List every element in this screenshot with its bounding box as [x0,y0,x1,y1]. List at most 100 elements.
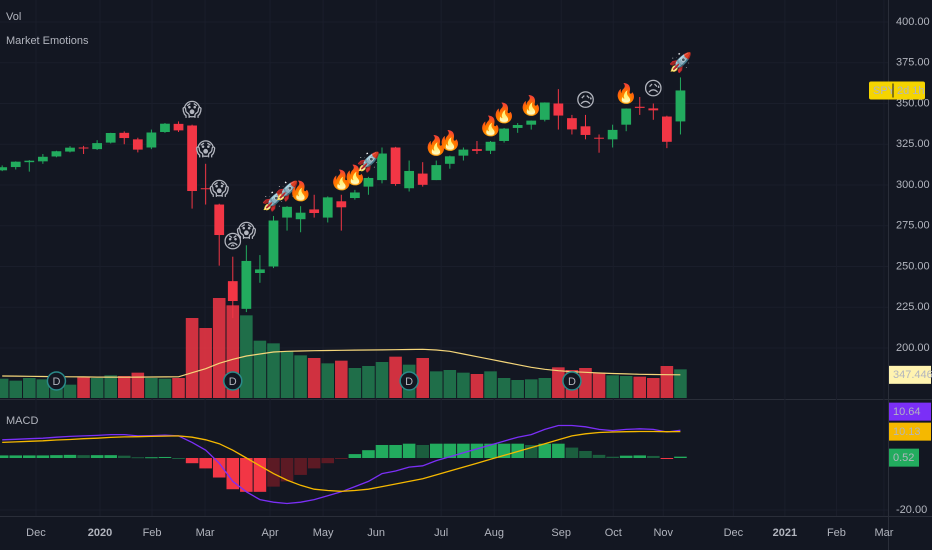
emotion-annotation: 🚀 [275,180,299,203]
candle-body [512,125,523,128]
emotion-annotation: 🔥 [424,134,448,157]
volume-bar [0,378,9,398]
volume-bar [470,374,484,398]
candle-body [377,153,387,181]
volume-bar [185,318,199,398]
volume-bar [552,367,565,398]
volume-bar [267,343,280,398]
y-tick-label: 275.00 [896,220,930,232]
x-tick-label: Mar [196,527,215,539]
emotion-annotation: 🔥 [329,168,353,191]
candle-body [417,173,428,185]
volume-bar [63,384,77,398]
volume-bar [511,380,524,398]
x-tick-label: Feb [143,527,162,539]
macd-histogram-bar [538,443,552,458]
candle-body [539,102,550,120]
axes-layer: 200.00 225.00 250.00 275.00 300.00 325.00 350.… [26,16,932,539]
volume-bar [524,379,538,398]
volume-bar [592,372,606,398]
volume-bar [606,375,619,398]
x-tick-label: Jul [434,527,448,539]
volume-bar [389,356,402,398]
volume-bar [131,372,145,398]
volume-bar [484,371,497,398]
volume-bar [240,315,253,398]
macd-histogram-bar [104,455,117,458]
volume-bar [9,380,23,398]
candle-body [309,209,320,214]
candle-body [24,160,35,163]
emotion-annotation: 🔥 [614,82,638,105]
volume-bar [280,351,294,398]
candle-body [390,147,401,185]
emotion-annotation: 🔥 [519,94,543,117]
candle-body [92,143,103,150]
volume-bar [321,363,335,398]
macd-histogram-bar [280,458,294,482]
x-tick-label: 2020 [88,527,112,539]
candle-body [458,149,469,156]
x-tick-label: Aug [484,527,504,539]
candle-body [241,260,252,309]
emotion-annotation: 🔥 [289,180,313,203]
volume-bar [117,376,131,398]
macd-histogram-bar [674,456,687,458]
volume-bar [158,378,172,398]
volume-bar [307,358,321,398]
volume-bar [362,366,375,398]
volume-bar [104,375,117,398]
candle-body [472,149,482,151]
macd-badge-bg [889,402,931,421]
x-tick-label: Apr [262,527,279,539]
macd-histogram-bar [77,455,90,458]
macd-histogram-bar [226,458,240,490]
candle-body [567,118,577,130]
x-tick-label: Mar [874,527,893,539]
macd-histogram-bar [50,455,63,458]
volume-bar [90,378,104,398]
y-tick-label: 350.00 [896,97,930,109]
x-tick-label: May [313,527,334,539]
volume-ma-line [2,348,681,378]
macd-histogram-bar [606,456,619,458]
volume-bar [172,378,185,398]
macd-histogram-bar [592,454,606,458]
emotion-annotation: 😡 [223,231,243,253]
volume-bar [335,360,348,398]
volume-bar [375,362,389,398]
candle-body [187,125,197,192]
candle-body [268,220,279,267]
macd-histogram-bar [321,458,335,464]
dividend-marker [46,371,67,391]
x-tick-label: 2021 [773,527,797,539]
macd-histogram-bar [240,458,253,492]
candle-body [255,269,265,273]
macd-histogram-bar [253,458,267,492]
candle-body [444,156,455,164]
macd-histogram-bar [36,455,50,458]
candle-body [553,103,564,116]
macd-histogram-bar [63,454,77,458]
x-tick-label: Dec [724,527,744,539]
volume-bar [674,369,687,398]
candle-body [580,126,591,135]
macd-histogram-bar [416,444,429,458]
symbol-label: SPY [873,85,896,97]
signal-badge: 10.13 [893,426,921,438]
dividend-marker [399,371,419,391]
candle-body [526,120,537,125]
x-tick-label: Dec [26,527,46,539]
emotion-annotation: 🚀 [262,189,286,212]
candle-body [648,108,659,111]
macd-histogram-bar [375,444,389,458]
macd-title: MACD [6,415,38,427]
candle-body [295,212,306,220]
y-tick-label: -20.00 [896,504,927,516]
emotion-annotation: 😱 [182,99,202,121]
volume-ma-badge-bg [889,365,931,384]
emotion-annotation: 😱 [236,220,256,242]
macd-histogram-bar [294,458,307,475]
y-tick-label: 375.00 [896,57,930,69]
candle-body [105,132,116,143]
